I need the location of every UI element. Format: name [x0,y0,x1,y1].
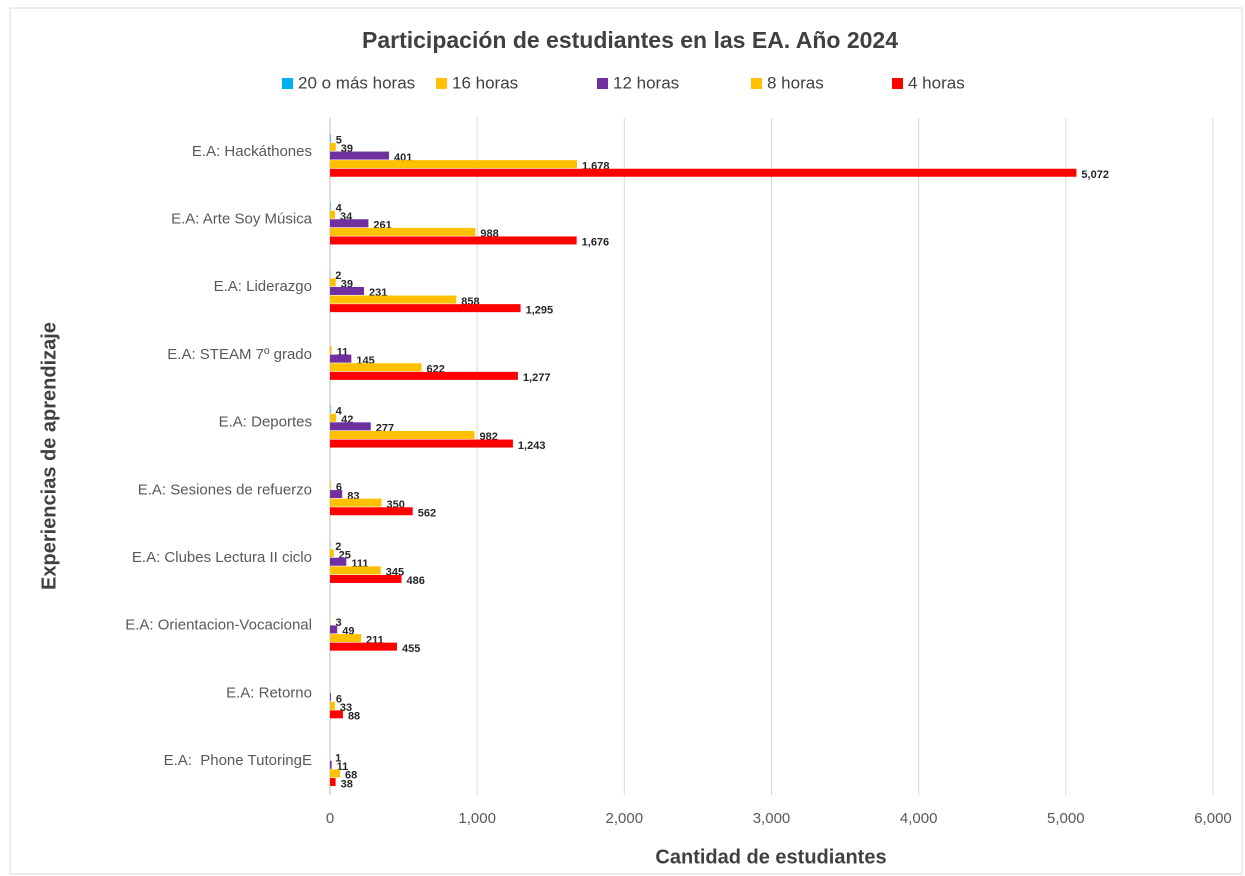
y-tick-label: E.A: Hackáthones [192,143,312,160]
value-label: 1,277 [523,372,551,384]
value-label: 38 [341,778,353,790]
bar [330,701,335,710]
legend-label: 4 horas [908,73,965,92]
y-axis-label: Experiencias de aprendizaje [38,322,60,590]
bar [330,507,413,516]
value-label: 1 [335,752,341,764]
bar [330,134,331,143]
bar [330,481,331,490]
y-tick-label: E.A: Clubes Lectura II ciclo [132,549,312,566]
chart-frame [9,7,1243,875]
chart-title: Participación de estudiantes en las EA. … [362,27,898,53]
bar [330,625,338,634]
legend-label: 20 o más horas [298,73,415,92]
bar [330,634,362,643]
bar [330,354,352,363]
x-tick-label: 1,000 [458,810,496,827]
bar [330,142,336,151]
bar [330,439,513,448]
bar [330,363,422,372]
legend-swatch [751,78,762,89]
x-tick-label: 2,000 [606,810,644,827]
value-label: 2 [335,541,341,553]
value-label: 11 [337,346,349,358]
bar [330,557,347,566]
bar [330,498,382,507]
bar [330,202,331,211]
x-tick-label: 0 [326,810,334,827]
y-tick-label: E.A: Deportes [219,414,312,431]
bar [330,236,577,245]
bar [330,549,334,558]
x-tick-label: 5,000 [1047,810,1085,827]
x-axis-label: Cantidad de estudiantes [655,846,886,868]
bar [330,760,332,769]
bar [330,151,390,160]
value-label: 68 [345,770,357,782]
legend-swatch [282,78,293,89]
value-label: 5 [336,135,342,147]
bar [330,566,381,575]
bar [330,710,343,719]
bar [330,286,364,295]
bar [330,295,457,304]
y-tick-label: E.A: Liderazgo [214,278,312,295]
bar [330,769,341,778]
bar [330,346,332,355]
value-label: 3 [335,617,341,629]
bar [330,693,331,702]
value-label: 455 [402,643,420,655]
y-tick-label: E.A: STEAM 7º grado [167,346,312,363]
legend-swatch [597,78,608,89]
legend-swatch [892,78,903,89]
value-label: 1,295 [526,304,554,316]
bar [330,422,371,431]
value-label: 6 [336,693,342,705]
value-label: 486 [407,575,425,587]
bar [330,168,1077,177]
bar [330,778,336,787]
bar [330,219,369,228]
bar [330,642,397,651]
legend-label: 16 horas [452,73,518,92]
bar [330,227,476,236]
bar [330,160,577,169]
bar [330,490,343,499]
bar [330,371,518,380]
value-label: 5,072 [1081,169,1109,181]
value-label: 88 [348,711,360,723]
x-tick-label: 3,000 [753,810,791,827]
y-tick-label: E.A: Sesiones de refuerzo [138,481,312,498]
x-tick-label: 6,000 [1194,810,1232,827]
legend-label: 8 horas [767,73,824,92]
y-tick-label: E.A: Retorno [226,684,312,701]
value-label: 562 [418,507,436,519]
y-tick-label: E.A: Phone TutoringE [164,752,312,769]
bar [330,278,336,287]
value-label: 1,676 [582,237,610,249]
value-label: 2 [335,270,341,282]
y-tick-label: E.A: Orientacion-Vocacional [125,617,312,634]
legend-label: 12 horas [613,73,679,92]
x-tick-label: 4,000 [900,810,938,827]
bar [330,430,475,439]
value-label: 4 [336,405,343,417]
legend-swatch [436,78,447,89]
value-label: 1,243 [518,440,546,452]
value-label: 4 [336,202,343,214]
bar [330,210,336,219]
y-tick-label: E.A: Arte Soy Música [171,211,313,228]
bar [330,413,337,422]
bar [330,574,402,583]
bar [330,304,521,313]
bar [330,405,331,414]
value-label: 11 [337,761,349,773]
value-label: 6 [336,482,342,494]
